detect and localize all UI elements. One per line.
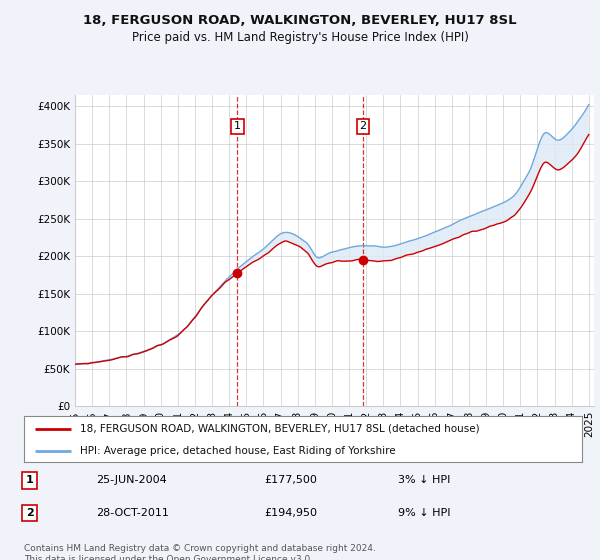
Text: 9% ↓ HPI: 9% ↓ HPI	[398, 508, 451, 518]
Text: 18, FERGUSON ROAD, WALKINGTON, BEVERLEY, HU17 8SL: 18, FERGUSON ROAD, WALKINGTON, BEVERLEY,…	[83, 14, 517, 27]
Text: 1: 1	[234, 122, 241, 131]
Text: 18, FERGUSON ROAD, WALKINGTON, BEVERLEY, HU17 8SL (detached house): 18, FERGUSON ROAD, WALKINGTON, BEVERLEY,…	[80, 424, 479, 434]
Text: 2: 2	[26, 508, 34, 518]
Text: £194,950: £194,950	[264, 508, 317, 518]
Text: HPI: Average price, detached house, East Riding of Yorkshire: HPI: Average price, detached house, East…	[80, 446, 395, 455]
Text: 1: 1	[26, 475, 34, 485]
Text: 3% ↓ HPI: 3% ↓ HPI	[398, 475, 450, 485]
Text: 2: 2	[359, 122, 367, 131]
Text: 28-OCT-2011: 28-OCT-2011	[97, 508, 169, 518]
Text: Contains HM Land Registry data © Crown copyright and database right 2024.
This d: Contains HM Land Registry data © Crown c…	[24, 544, 376, 560]
Text: £177,500: £177,500	[264, 475, 317, 485]
Text: 25-JUN-2004: 25-JUN-2004	[97, 475, 167, 485]
Text: Price paid vs. HM Land Registry's House Price Index (HPI): Price paid vs. HM Land Registry's House …	[131, 31, 469, 44]
